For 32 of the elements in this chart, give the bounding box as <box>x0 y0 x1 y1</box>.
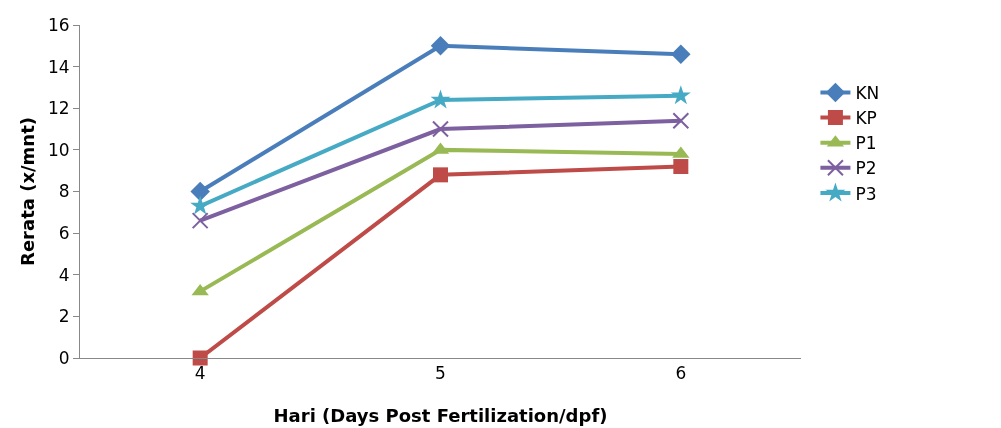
x-tick-label: 4 <box>194 363 206 384</box>
y-tick-label: 6 <box>58 223 70 244</box>
point <box>191 283 209 296</box>
y-tick-label: 16 <box>47 14 70 35</box>
point <box>430 89 451 109</box>
point <box>190 195 211 215</box>
point <box>432 120 449 138</box>
point <box>191 212 209 230</box>
legend-label: P3 <box>855 183 877 204</box>
legend-label: KP <box>855 108 877 129</box>
point <box>190 181 210 202</box>
point <box>673 159 689 175</box>
point <box>670 85 691 105</box>
point <box>671 44 691 64</box>
y-axis-title: Rerata (x/mnt) <box>17 117 38 266</box>
y-tick-label: 8 <box>58 181 70 202</box>
legend-label: P1 <box>855 133 877 154</box>
y-tick-label: 4 <box>58 264 70 285</box>
x-tick-label: 5 <box>435 363 446 384</box>
x-tick-label: 6 <box>675 363 687 384</box>
y-tick-label: 12 <box>47 98 70 119</box>
legend-label: KN <box>855 83 880 104</box>
x-axis-title: Hari (Days Post Fertilization/dpf) <box>273 405 608 426</box>
point <box>433 167 448 183</box>
y-tick-label: 0 <box>58 347 70 368</box>
legend-label: P2 <box>855 158 877 179</box>
point <box>672 112 690 130</box>
y-tick-label: 10 <box>47 139 70 160</box>
y-tick-label: 2 <box>58 306 70 327</box>
point <box>192 350 208 366</box>
y-tick-label: 14 <box>47 56 70 77</box>
point <box>430 36 451 56</box>
